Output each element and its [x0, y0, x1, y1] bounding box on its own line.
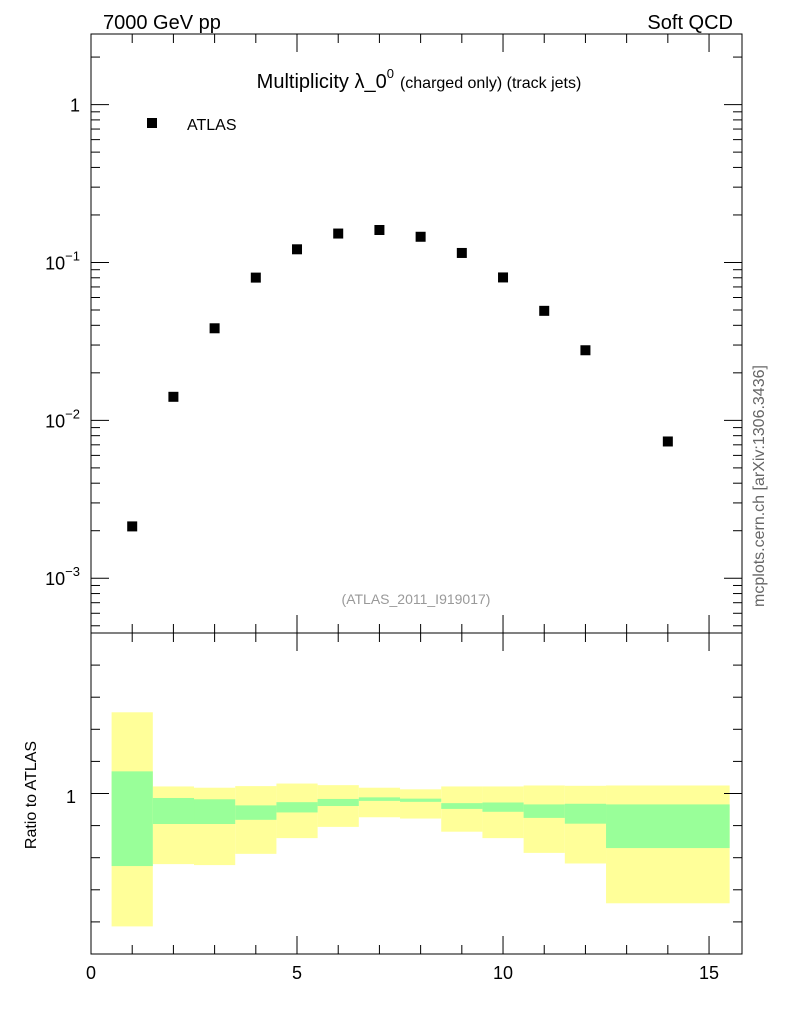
data-point: [168, 391, 179, 402]
lower-plot-frame: [90, 632, 743, 955]
y-tick-label: 10−1: [45, 248, 80, 273]
x-tick-label: 10: [493, 963, 513, 983]
inner-band-bin: [441, 803, 483, 809]
data-point: [292, 244, 303, 255]
inner-band-bin: [235, 805, 277, 820]
inner-band-bin: [400, 798, 442, 802]
inner-band-bin: [523, 804, 565, 818]
energy-label: 7000 GeV pp: [103, 12, 221, 34]
inner-band-bin: [152, 797, 195, 824]
data-point: [127, 521, 138, 532]
outer-band-bin: [523, 785, 565, 853]
legend-marker: [147, 118, 157, 128]
ratio-axis-label: Ratio to ATLAS: [23, 741, 40, 849]
data-point: [250, 272, 261, 283]
x-tick-label: 15: [699, 963, 719, 983]
outer-band-bin: [400, 789, 442, 819]
category-label: Soft QCD: [647, 12, 733, 34]
data-point: [415, 231, 426, 242]
inner-band-bin: [317, 798, 359, 807]
data-point: [209, 323, 220, 334]
analysis-watermark: (ATLAS_2011_I919017): [342, 591, 491, 607]
x-tick-label: 5: [292, 963, 302, 983]
data-point: [333, 228, 344, 239]
inner-band-bin: [276, 802, 318, 813]
inner-band-bin: [564, 803, 607, 824]
side-reference-label: mcplots.cern.ch [arXiv:1306.3436]: [751, 365, 768, 607]
ratio-y-tick-label: 1: [66, 787, 76, 807]
ratio-bands: [111, 712, 730, 927]
y-tick-label: 10−2: [45, 406, 80, 431]
title-rest: (charged only) (track jets): [400, 75, 581, 92]
data-point: [580, 345, 591, 356]
chart-title: Multiplicity λ_00 (charged only) (track j…: [257, 66, 582, 93]
outer-band-bin: [564, 785, 607, 864]
inner-band-bin: [358, 797, 401, 801]
data-point: [374, 224, 385, 235]
inner-band-bin: [482, 802, 524, 812]
x-tick-labels: 0 5 10 15: [86, 963, 719, 983]
inner-band-bin: [194, 799, 236, 824]
y-tick-label: 10−3: [45, 564, 80, 589]
outer-band-bin: [235, 786, 277, 854]
title-main: Multiplicity λ_0: [257, 71, 387, 93]
data-point: [498, 272, 509, 283]
title-superscript: 0: [387, 66, 394, 81]
data-point: [662, 436, 673, 447]
inner-band-bin: [606, 804, 730, 849]
legend-label: ATLAS: [187, 117, 237, 134]
inner-band-bin: [111, 771, 153, 867]
axis-ticks: [90, 34, 742, 955]
data-point: [539, 305, 550, 316]
data-point: [456, 247, 467, 258]
outer-band-bin: [441, 786, 483, 832]
data-points: [127, 224, 673, 532]
outer-band-bin: [482, 786, 524, 839]
outer-band-bin: [358, 787, 401, 818]
upper-y-tick-labels: 1 10−1 10−2 10−3: [45, 96, 80, 590]
x-tick-label: 0: [86, 963, 96, 983]
y-tick-label: 1: [70, 96, 80, 116]
